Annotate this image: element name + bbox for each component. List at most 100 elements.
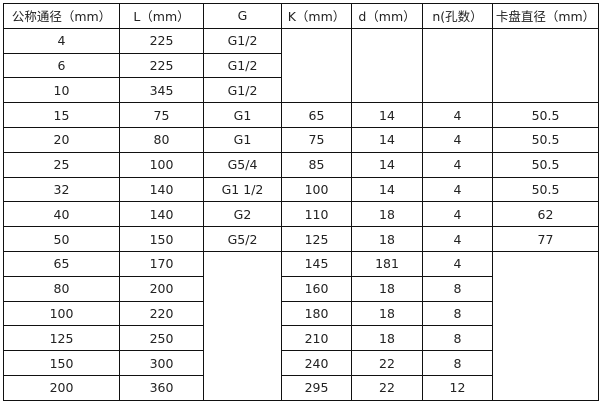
nominal-diameter-cell: 32 [3, 176, 120, 203]
nominal-diameter-cell: 10 [3, 77, 120, 104]
specification-table: 公称通径（mm） L（mm） G K（mm） d（mm） n(孔数） 卡盘直径（mm） 4 22… [3, 3, 599, 401]
thread-cell: G1 1/2 [203, 176, 282, 203]
length-cell: 345 [119, 77, 204, 104]
column-header: d（mm） [351, 3, 423, 29]
hole-count-cell: 8 [422, 275, 493, 302]
length-cell: 220 [119, 300, 204, 327]
k-cell: 160 [281, 275, 352, 302]
nominal-diameter-cell: 15 [3, 102, 120, 128]
hole-count-cell: 8 [422, 350, 493, 376]
nominal-diameter-cell: 200 [3, 374, 120, 401]
chuck-diameter-cell: 50.5 [492, 126, 599, 153]
empty-merged-cell [492, 250, 599, 401]
empty-merged-cell [203, 250, 282, 401]
thread-cell: G1/2 [203, 52, 282, 79]
d-cell: 22 [351, 350, 423, 376]
k-cell: 240 [281, 350, 352, 376]
header-row: 公称通径（mm） L（mm） G K（mm） d（mm） n(孔数） 卡盘直径（mm） [3, 3, 599, 29]
thread-cell: G1 [203, 126, 282, 153]
length-cell: 200 [119, 275, 204, 302]
column-header: L（mm） [119, 3, 204, 29]
nominal-diameter-cell: 150 [3, 350, 120, 376]
chuck-diameter-cell: 50.5 [492, 151, 599, 178]
d-cell: 14 [351, 176, 423, 203]
thread-cell: G5/4 [203, 151, 282, 178]
empty-merged-cell [492, 27, 599, 104]
d-cell: 18 [351, 300, 423, 327]
nominal-diameter-cell: 100 [3, 300, 120, 327]
length-cell: 300 [119, 350, 204, 376]
table-row: 65 170 145 181 4 [3, 250, 599, 401]
k-cell: 295 [281, 374, 352, 401]
nominal-diameter-cell: 4 [3, 27, 120, 54]
length-cell: 80 [119, 126, 204, 153]
empty-merged-cell [281, 27, 352, 104]
nominal-diameter-cell: 6 [3, 52, 120, 79]
length-cell: 170 [119, 250, 204, 277]
nominal-diameter-cell: 50 [3, 226, 120, 252]
d-cell: 14 [351, 102, 423, 128]
d-cell: 18 [351, 201, 423, 228]
length-cell: 225 [119, 52, 204, 79]
d-cell: 18 [351, 226, 423, 252]
nominal-diameter-cell: 20 [3, 126, 120, 153]
chuck-diameter-cell: 50.5 [492, 176, 599, 203]
length-cell: 360 [119, 374, 204, 401]
length-cell: 100 [119, 151, 204, 178]
d-cell: 18 [351, 275, 423, 302]
empty-merged-cell [422, 27, 493, 104]
thread-cell: G1/2 [203, 77, 282, 104]
d-cell: 22 [351, 374, 423, 401]
length-cell: 140 [119, 176, 204, 203]
column-header: 公称通径（mm） [3, 3, 120, 29]
table-row: 32 140 G1 1/2 100 14 4 50.5 [3, 176, 599, 203]
hole-count-cell: 8 [422, 300, 493, 327]
d-cell: 14 [351, 151, 423, 178]
nominal-diameter-cell: 80 [3, 275, 120, 302]
empty-merged-cell [351, 27, 423, 104]
table-row: 50 150 G5/2 125 18 4 77 [3, 226, 599, 252]
k-cell: 85 [281, 151, 352, 178]
k-cell: 210 [281, 325, 352, 352]
nominal-diameter-cell: 125 [3, 325, 120, 352]
table-row: 4 225 G1/2 [3, 27, 599, 104]
chuck-diameter-cell: 50.5 [492, 102, 599, 128]
hole-count-cell: 8 [422, 325, 493, 352]
thread-cell: G1/2 [203, 27, 282, 54]
thread-cell: G1 [203, 102, 282, 128]
column-header: 卡盘直径（mm） [492, 3, 599, 29]
k-cell: 145 [281, 250, 352, 277]
chuck-diameter-cell: 62 [492, 201, 599, 228]
nominal-diameter-cell: 65 [3, 250, 120, 277]
k-cell: 125 [281, 226, 352, 252]
length-cell: 225 [119, 27, 204, 54]
length-cell: 140 [119, 201, 204, 228]
k-cell: 75 [281, 126, 352, 153]
nominal-diameter-cell: 25 [3, 151, 120, 178]
hole-count-cell: 4 [422, 226, 493, 252]
table-row: 200 360 295 22 12 [3, 374, 599, 401]
table-row: 25 100 G5/4 85 14 4 50.5 [3, 151, 599, 178]
length-cell: 250 [119, 325, 204, 352]
table-row: 40 140 G2 110 18 4 62 [3, 201, 599, 228]
hole-count-cell: 4 [422, 151, 493, 178]
nominal-diameter-cell: 40 [3, 201, 120, 228]
d-cell: 14 [351, 126, 423, 153]
hole-count-cell: 12 [422, 374, 493, 401]
length-cell: 150 [119, 226, 204, 252]
table-row: 150 300 240 22 8 [3, 350, 599, 376]
k-cell: 180 [281, 300, 352, 327]
hole-count-cell: 4 [422, 126, 493, 153]
chuck-diameter-cell: 77 [492, 226, 599, 252]
hole-count-cell: 4 [422, 102, 493, 128]
table-row: 6 225 G1/2 [3, 52, 599, 79]
length-cell: 75 [119, 102, 204, 128]
hole-count-cell: 4 [422, 250, 493, 277]
d-cell: 18 [351, 325, 423, 352]
table-row: 125 250 210 18 8 [3, 325, 599, 352]
d-cell: 181 [351, 250, 423, 277]
k-cell: 100 [281, 176, 352, 203]
hole-count-cell: 4 [422, 201, 493, 228]
column-header: G [203, 3, 282, 29]
column-header: K（mm） [281, 3, 352, 29]
